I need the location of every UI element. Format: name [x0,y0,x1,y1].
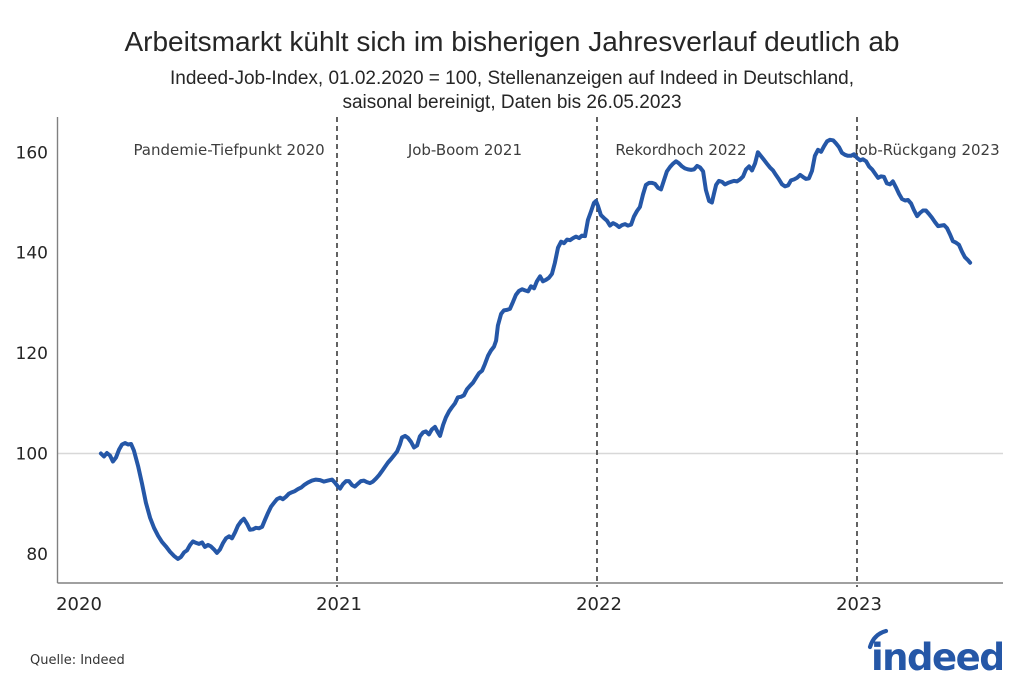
y-tick-label-160: 160 [16,143,48,163]
x-tick-label-2020: 2020 [56,594,102,615]
indeed-logo-wordmark: indeed [871,636,1002,676]
y-tick-label-140: 140 [16,244,48,264]
y-tick-label-80: 80 [26,545,48,565]
annotation-label-3: Job-Rückgang 2023 [853,141,999,159]
source-credit: Quelle: Indeed [30,653,125,668]
indeed-logo: indeed [866,628,1006,681]
x-tick-label-2023: 2023 [836,594,882,615]
chart-subtitle-line2: saisonal bereinigt, Daten bis 26.05.2023 [342,92,682,113]
x-tick-label-2022: 2022 [576,594,622,615]
chart-subtitle: Indeed-Job-Index, 01.02.2020 = 100, Stel… [0,67,1024,115]
annotation-label-1: Job-Boom 2021 [407,141,522,159]
y-tick-label-120: 120 [16,344,48,364]
chart-subtitle-line1: Indeed-Job-Index, 01.02.2020 = 100, Stel… [170,68,854,89]
indeed-logo-accent-icon [867,628,889,650]
y-tick-label-100: 100 [16,445,48,465]
x-tick-label-2021: 2021 [316,594,362,615]
annotation-label-2: Rekordhoch 2022 [615,141,746,159]
job-index-line [98,137,973,561]
annotation-label-0: Pandemie-Tiefpunkt 2020 [133,141,324,159]
chart-title: Arbeitsmarkt kühlt sich im bisherigen Ja… [124,26,900,57]
